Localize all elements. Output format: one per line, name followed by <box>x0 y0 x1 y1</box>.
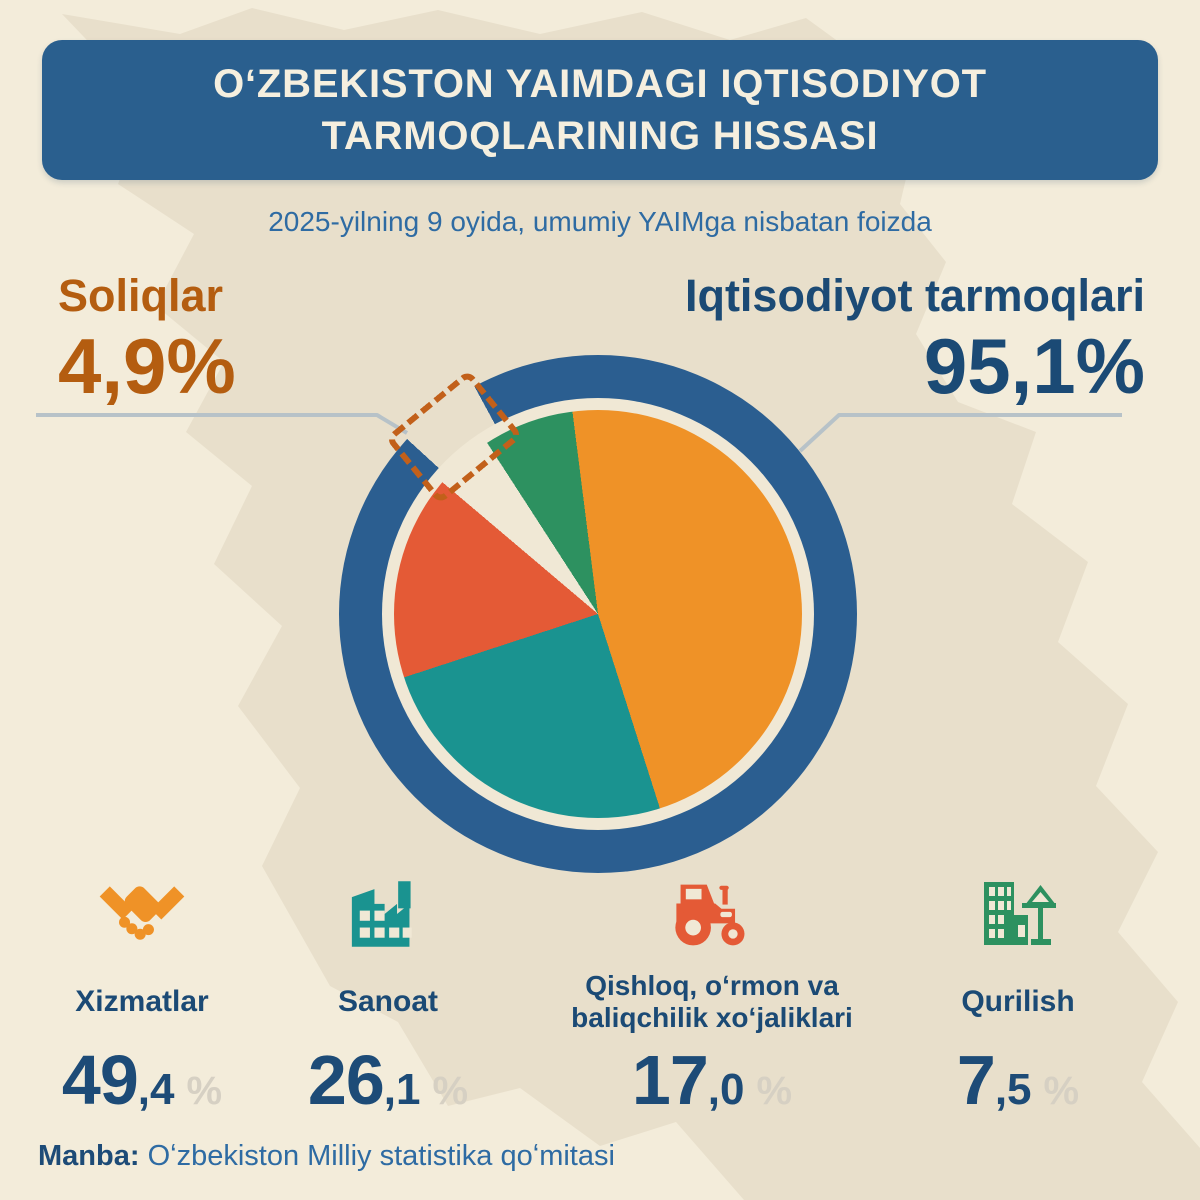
title-line-1: OʻZBEKISTON YAIMDAGI IQTISODIYOT <box>213 62 987 106</box>
sector-card-services: Xizmatlar 49,4% <box>0 872 284 1120</box>
title-banner: OʻZBEKISTON YAIMDAGI IQTISODIYOT TARMOQL… <box>42 40 1158 180</box>
source-label: Manba: <box>38 1140 140 1172</box>
sector-value: 7,5% <box>956 1041 1080 1119</box>
sector-value: 17,0% <box>631 1041 793 1119</box>
sector-label: Sanoat <box>337 984 439 1018</box>
handshake-icon <box>99 886 185 940</box>
economy-callout: Iqtisodiyot tarmoqlari 95,1% <box>684 270 1145 411</box>
economy-value: 95,1% <box>923 322 1145 411</box>
page-title: OʻZBEKISTON YAIMDAGI IQTISODIYOT TARMOQL… <box>213 58 987 162</box>
source-note: Manba: Oʻzbekiston Milliy statistika qoʻ… <box>38 1140 615 1173</box>
taxes-value: 4,9% <box>58 322 236 411</box>
factory-icon <box>351 881 412 947</box>
taxes-label: Soliqlar <box>58 270 224 321</box>
title-line-2: TARMOQLARINING HISSASI <box>321 114 879 158</box>
sector-label: Xizmatlar <box>75 984 209 1018</box>
building-crane-icon <box>984 882 1056 945</box>
sector-card-agriculture: Qishloq, oʻrmon va baliqchilik xoʻjalikl… <box>542 872 882 1120</box>
tractor-icon <box>675 884 745 946</box>
sector-card-industry: Sanoat 26,1% <box>238 872 538 1120</box>
sector-value: 26,1% <box>307 1041 469 1119</box>
sector-label: Qurilish <box>961 984 1075 1018</box>
sector-value: 49,4% <box>61 1041 223 1119</box>
source-text: Oʻzbekiston Milliy statistika qoʻmitasi <box>147 1140 615 1172</box>
economy-label: Iqtisodiyot tarmoqlari <box>684 270 1145 321</box>
pie-chart <box>394 410 802 818</box>
sector-label: Qishloq, oʻrmon va baliqchilik xoʻjalikl… <box>571 969 853 1033</box>
sector-card-construction: Qurilish 7,5% <box>868 872 1168 1120</box>
taxes-callout: Soliqlar 4,9% <box>58 270 236 411</box>
subtitle: 2025-yilning 9 oyida, umumiy YAIMga nisb… <box>268 206 932 237</box>
